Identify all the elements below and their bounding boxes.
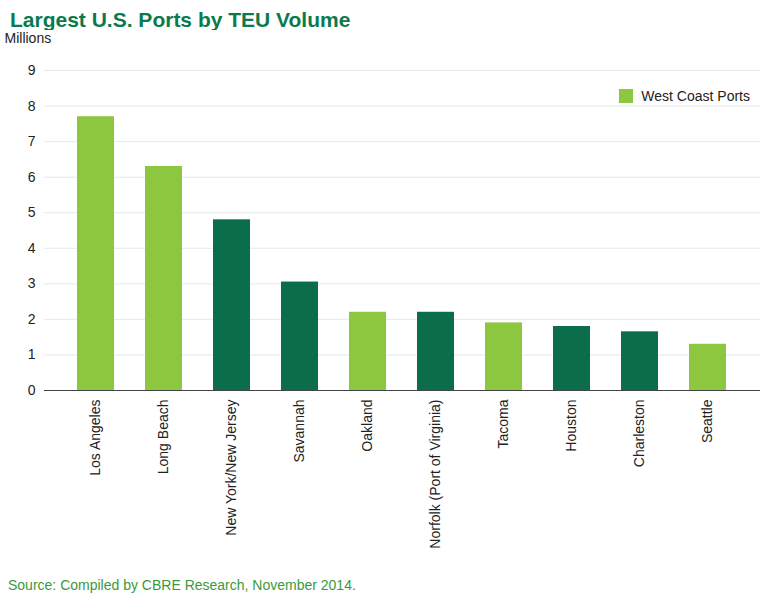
svg-text:0: 0 [28, 382, 36, 398]
svg-text:Charleston: Charleston [631, 400, 647, 468]
svg-text:4: 4 [28, 240, 36, 256]
svg-text:6: 6 [28, 169, 36, 185]
svg-text:Tacoma: Tacoma [495, 399, 511, 448]
svg-text:Seattle: Seattle [699, 399, 715, 443]
html-text:West Coast Ports: West Coast Ports [641, 88, 750, 104]
svg-text:Long Beach: Long Beach [155, 400, 171, 475]
svg-text:2: 2 [28, 311, 36, 327]
svg-text:1: 1 [28, 346, 36, 362]
svg-text:Norfolk (Port of Virginia): Norfolk (Port of Virginia) [427, 400, 443, 549]
svg-text:Savannah: Savannah [291, 400, 307, 463]
svg-text:3: 3 [28, 275, 36, 291]
html-text:Largest U.S. Ports by TEU Volu: Largest U.S. Ports by TEU Volume [10, 8, 351, 31]
svg-text:8: 8 [28, 98, 36, 114]
svg-text:9: 9 [28, 62, 36, 78]
svg-text:Los Angeles: Los Angeles [87, 400, 103, 476]
html-text:Source: Compiled by CBRE Resea: Source: Compiled by CBRE Research, Novem… [8, 577, 356, 593]
svg-text:7: 7 [28, 133, 36, 149]
svg-text:5: 5 [28, 204, 36, 220]
svg-text:Oakland: Oakland [359, 400, 375, 452]
svg-text:Millions: Millions [5, 30, 52, 46]
svg-text:Houston: Houston [563, 400, 579, 452]
svg-text:New York/New Jersey: New York/New Jersey [223, 400, 239, 536]
